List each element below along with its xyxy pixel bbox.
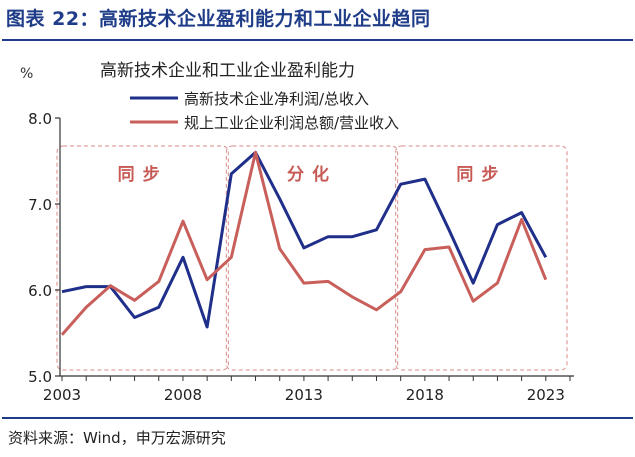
zone-box-1 <box>56 145 229 371</box>
zone-box-2 <box>225 145 399 371</box>
y-unit-label: % <box>20 66 33 82</box>
figure-title: 图表 22：高新技术企业盈利能力和工业企业趋同 <box>6 8 431 30</box>
chart-title: 高新技术企业和工业企业盈利能力 <box>100 61 355 81</box>
x-tick-label: 2013 <box>285 386 323 404</box>
y-tick-label: 7.0 <box>28 196 52 214</box>
zone-label-1: 同步 <box>118 164 168 185</box>
zone-label-2: 分化 <box>287 164 337 185</box>
zone-box-3 <box>395 145 568 371</box>
x-tick-label: 2018 <box>406 386 444 404</box>
legend-label-1: 高新技术企业净利润/总收入 <box>184 90 369 108</box>
y-tick-label: 8.0 <box>28 110 52 128</box>
title-divider <box>2 39 633 41</box>
footer-divider <box>2 417 633 419</box>
x-tick-label: 2023 <box>527 386 565 404</box>
legend-label-2: 规上工业企业利润总额/营业收入 <box>184 114 399 132</box>
series-line-2 <box>60 150 548 336</box>
x-tick-label: 2003 <box>43 386 81 404</box>
y-tick-label: 6.0 <box>28 282 52 300</box>
y-tick-label: 5.0 <box>28 368 52 386</box>
x-tick-label: 2008 <box>164 386 202 404</box>
series-line-1 <box>61 150 548 329</box>
source-note: 资料来源：Wind，申万宏源研究 <box>8 429 226 447</box>
zone-label-3: 同步 <box>456 164 506 185</box>
